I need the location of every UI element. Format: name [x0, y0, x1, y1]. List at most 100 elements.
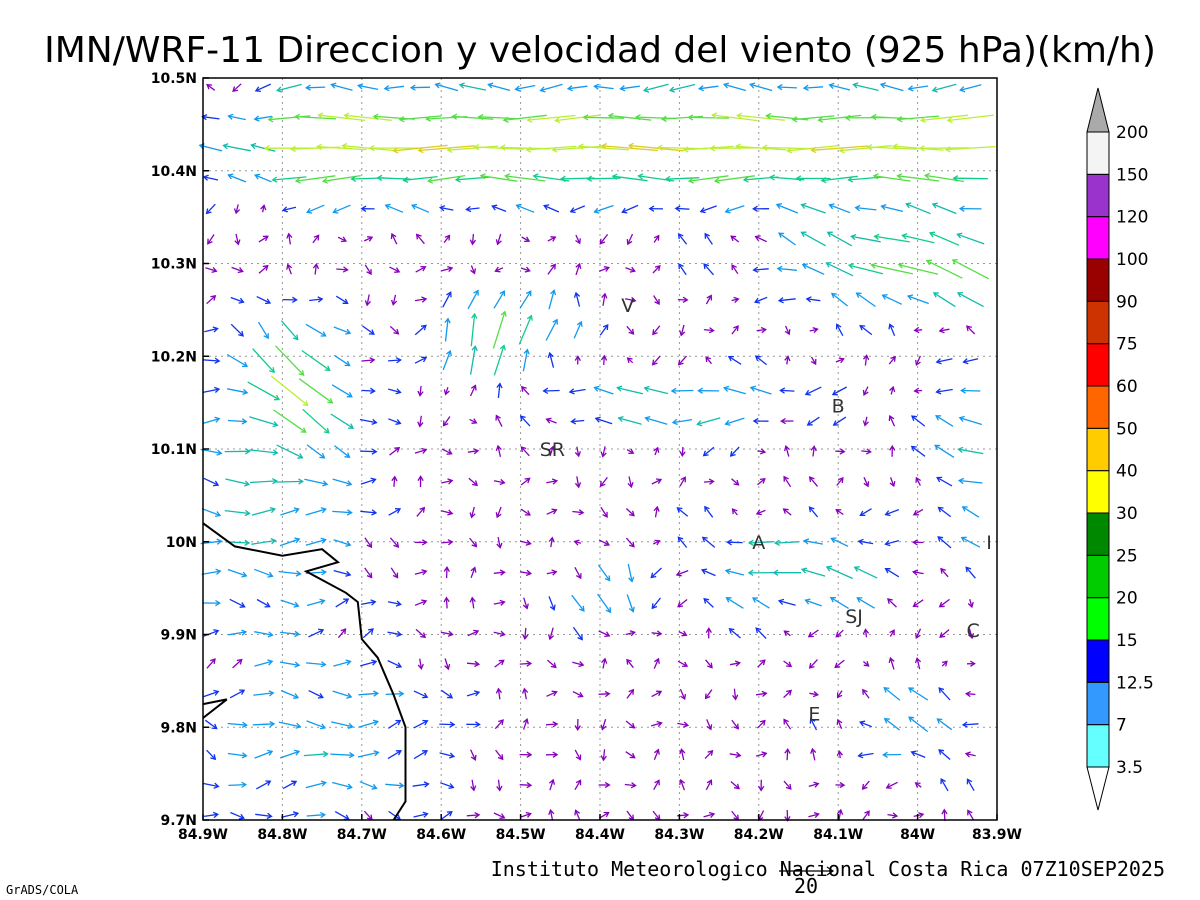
wind-arrow	[855, 292, 876, 308]
wind-arrow	[682, 145, 734, 153]
wind-arrow	[593, 204, 614, 214]
wind-arrow	[427, 174, 466, 184]
wind-arrow	[908, 716, 929, 733]
wind-arrow	[825, 261, 854, 277]
wind-arrow	[752, 417, 769, 425]
wind-arrow	[571, 594, 585, 612]
wind-arrow	[624, 782, 637, 789]
wind-arrow	[251, 506, 276, 516]
wind-arrow	[389, 325, 400, 335]
wind-arrow	[206, 749, 217, 761]
wind-arrow	[454, 176, 490, 183]
wind-arrow	[331, 384, 353, 398]
wind-arrow	[651, 630, 663, 637]
wind-arrow	[332, 509, 353, 516]
wind-arrow	[304, 478, 329, 487]
wind-arrow	[466, 721, 481, 728]
wind-arrow	[653, 446, 660, 456]
wind-arrow	[852, 82, 879, 92]
colorbar-label: 120	[1116, 208, 1148, 228]
wind-arrow	[360, 599, 377, 606]
wind-arrow	[847, 176, 884, 183]
wind-arrow	[477, 113, 520, 121]
wind-arrow	[254, 173, 272, 183]
y-tick-label: 9.8N	[160, 720, 197, 736]
y-tick-label: 10.5N	[151, 71, 197, 87]
wind-arrow	[730, 781, 740, 790]
wind-arrow	[546, 690, 558, 697]
wind-arrow	[729, 751, 742, 759]
wind-arrow	[625, 266, 636, 273]
wind-arrow	[791, 115, 835, 123]
x-tick-label: 84.3W	[654, 827, 704, 843]
wind-arrow	[467, 448, 480, 455]
wind-arrow	[305, 507, 327, 516]
wind-arrow	[626, 448, 635, 455]
wind-arrow	[967, 628, 975, 640]
colorbar-bin	[1086, 173, 1110, 218]
wind-arrow	[330, 751, 355, 759]
x-tick-label: 84.1W	[813, 827, 863, 843]
colorbar-bin	[1086, 343, 1110, 387]
y-tick-label: 10.4N	[151, 164, 197, 180]
wind-arrow	[731, 264, 739, 275]
wind-arrow	[469, 537, 478, 548]
wind-arrow	[276, 444, 304, 459]
wind-arrow	[941, 660, 948, 667]
wind-arrow	[572, 509, 585, 516]
wind-arrow	[862, 354, 870, 366]
wind-arrow	[879, 82, 904, 92]
wind-arrow	[443, 566, 450, 579]
wind-arrow	[252, 720, 276, 728]
wind-arrow	[726, 539, 743, 546]
wind-arrow	[677, 721, 690, 728]
wind-arrow	[260, 204, 267, 213]
colorbar-bin	[1086, 554, 1110, 599]
wind-arrow	[884, 508, 900, 517]
x-tick-label: 84W	[900, 827, 935, 843]
wind-arrow	[749, 82, 773, 92]
wind-arrow	[383, 84, 405, 92]
wind-arrow	[203, 477, 220, 487]
wind-arrow	[572, 626, 583, 641]
wind-arrow	[573, 539, 582, 546]
wind-arrow	[801, 263, 825, 275]
wind-arrow	[520, 477, 531, 486]
wind-arrow	[783, 630, 791, 637]
wind-arrow	[888, 355, 896, 365]
wind-arrow	[938, 687, 951, 701]
reference-vector-label: 20	[794, 874, 818, 898]
wind-arrow	[784, 747, 791, 761]
wind-arrow	[862, 628, 870, 638]
wind-arrow	[847, 263, 884, 275]
wind-arrow	[231, 266, 244, 274]
wind-arrow	[907, 85, 929, 92]
wind-arrow	[566, 85, 588, 92]
wind-arrow	[625, 630, 636, 637]
wind-arrow	[281, 206, 297, 213]
wind-arrow	[727, 355, 742, 365]
wind-arrow	[731, 325, 739, 335]
colorbar-label: 150	[1116, 165, 1148, 185]
wind-arrow	[204, 326, 219, 333]
wind-arrow	[863, 477, 870, 488]
colorbar-label: 7	[1116, 716, 1127, 736]
wind-arrow	[546, 508, 558, 515]
wind-arrow	[626, 594, 635, 613]
wind-arrow	[880, 203, 904, 213]
pacific-coastline	[202, 522, 407, 821]
wind-arrow	[703, 263, 714, 276]
wind-arrow	[573, 291, 581, 307]
wind-arrow	[884, 568, 900, 578]
wind-arrow	[469, 506, 476, 519]
wind-arrow	[772, 569, 801, 576]
wind-arrow	[364, 567, 373, 579]
wind-arrow	[574, 718, 581, 732]
wind-arrow	[697, 387, 720, 394]
colorbar-label: 15	[1116, 631, 1138, 651]
wind-arrow	[957, 446, 984, 455]
wind-arrow	[227, 418, 248, 425]
wind-arrow	[230, 323, 244, 337]
wind-arrow	[802, 84, 824, 91]
wind-arrow	[280, 630, 301, 638]
